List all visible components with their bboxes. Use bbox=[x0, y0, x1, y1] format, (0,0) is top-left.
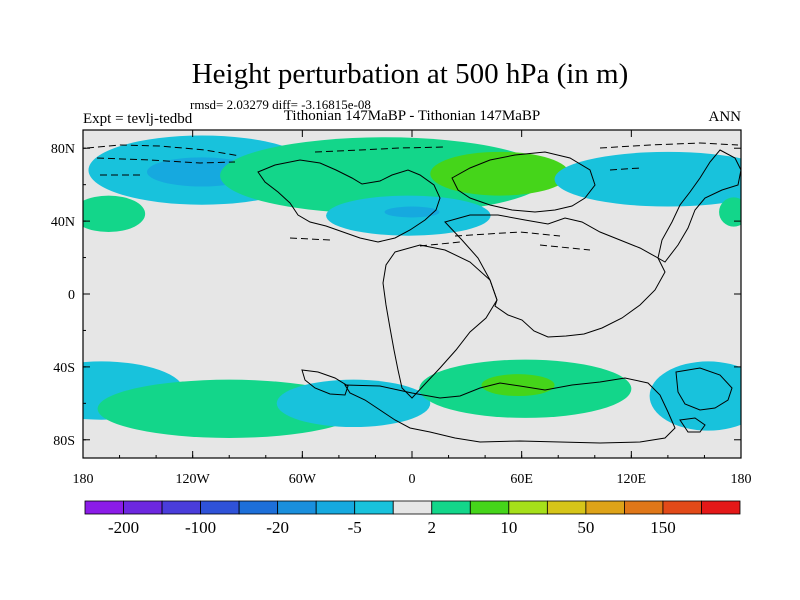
coastline-australia-north bbox=[675, 367, 733, 411]
colorbar-label: -200 bbox=[108, 518, 139, 537]
x-axis: 180 120W 60W 0 60E 120E 180 bbox=[73, 130, 752, 487]
y-tick-label: 80N bbox=[51, 142, 75, 157]
colorbar-box bbox=[701, 500, 741, 515]
x-tick-label: 0 bbox=[409, 472, 416, 487]
colorbar-box bbox=[161, 500, 201, 515]
colorbar-box bbox=[662, 500, 702, 515]
colorbar-label: -5 bbox=[348, 518, 362, 537]
colorbar-box bbox=[200, 500, 240, 515]
colorbar-box bbox=[469, 500, 510, 515]
coastline-layer bbox=[86, 142, 741, 444]
coastline-east-asia bbox=[657, 149, 741, 263]
x-tick-label: 180 bbox=[731, 472, 752, 487]
x-tick-label: 60E bbox=[510, 472, 533, 487]
coastline-africa-arabia bbox=[444, 214, 666, 338]
center-label: Tithonian 147MaBP - Tithonian 147MaBP bbox=[284, 108, 540, 124]
contour-region-5 bbox=[384, 206, 440, 218]
colorbar-label: 150 bbox=[650, 518, 676, 537]
colorbar-label: -100 bbox=[185, 518, 216, 537]
colorbar-box bbox=[354, 500, 394, 515]
contour-region-11 bbox=[276, 379, 431, 428]
coastline-north-dashed bbox=[86, 142, 739, 251]
colorbar-box bbox=[315, 500, 356, 515]
colorbar-box bbox=[84, 500, 124, 515]
chart-title: Height perturbation at 500 hPa (in m) bbox=[192, 58, 629, 90]
colorbar-box bbox=[238, 500, 279, 515]
colorbar-label: 10 bbox=[500, 518, 517, 537]
contour-region-14 bbox=[649, 361, 741, 431]
contour-region-6 bbox=[554, 151, 741, 207]
map-panel bbox=[82, 129, 742, 459]
colorbar-box bbox=[508, 500, 548, 515]
colorbar-label: 2 bbox=[428, 518, 437, 537]
coastline-antarctic-peninsula bbox=[301, 369, 349, 396]
contour-fill-layer bbox=[83, 135, 741, 438]
colorbar-label: -20 bbox=[266, 518, 289, 537]
stats-text: rmsd= 2.03279 diff= -3.16815e-08 bbox=[190, 97, 371, 112]
contour-region-7 bbox=[83, 195, 146, 233]
y-tick-label: 40S bbox=[53, 361, 75, 376]
y-axis: 80N 40N 0 40S 80S bbox=[51, 142, 741, 449]
x-tick-label: 120W bbox=[176, 472, 211, 487]
x-tick-label: 60W bbox=[289, 472, 317, 487]
y-tick-label: 0 bbox=[68, 288, 75, 303]
colorbar-box bbox=[277, 500, 317, 515]
contour-region-13 bbox=[481, 374, 555, 397]
coastline-north-america bbox=[257, 159, 441, 243]
coastline-antarctica bbox=[344, 377, 676, 444]
y-tick-label: 80S bbox=[53, 434, 75, 449]
colorbar-box bbox=[123, 500, 163, 515]
contour-region-8 bbox=[719, 197, 741, 227]
coastline-south-america bbox=[382, 244, 498, 399]
y-tick-label: 40N bbox=[51, 215, 75, 230]
colorbar: -200 -100 -20 -5 2 10 50 150 bbox=[84, 500, 741, 537]
contour-region-3 bbox=[430, 151, 570, 196]
colorbar-box bbox=[431, 500, 471, 515]
right-label: ANN bbox=[709, 109, 742, 125]
coastline-eurasia bbox=[451, 151, 596, 213]
x-tick-label: 180 bbox=[73, 472, 94, 487]
x-tick-label: 120E bbox=[617, 472, 647, 487]
colorbar-box bbox=[624, 500, 664, 515]
colorbar-box bbox=[585, 500, 625, 515]
colorbar-box bbox=[546, 500, 587, 515]
colorbar-box bbox=[392, 500, 433, 515]
colorbar-label: 50 bbox=[577, 518, 594, 537]
coastline-southern-island bbox=[679, 417, 706, 433]
left-label: Expt = tevlj-tedbd bbox=[83, 111, 193, 127]
